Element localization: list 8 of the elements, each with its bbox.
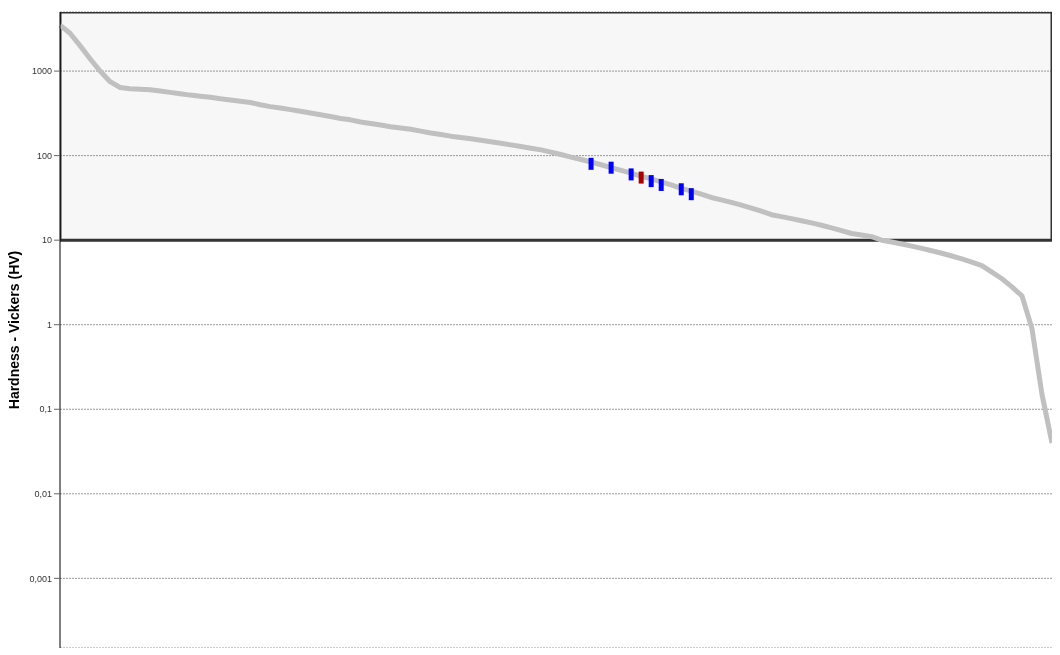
- y-tick-label: 0,001: [29, 573, 52, 584]
- y-tick-label: 1: [46, 319, 52, 330]
- y-tick-label: 10: [41, 235, 52, 246]
- y-tick-label: 0,01: [34, 489, 52, 499]
- y-tick-label: 0,1: [39, 404, 52, 415]
- y-tick-label: 1000: [31, 66, 52, 77]
- y-axis-title: Hardness - Vickers (HV): [5, 250, 22, 410]
- y-tick-label: 100: [36, 150, 52, 161]
